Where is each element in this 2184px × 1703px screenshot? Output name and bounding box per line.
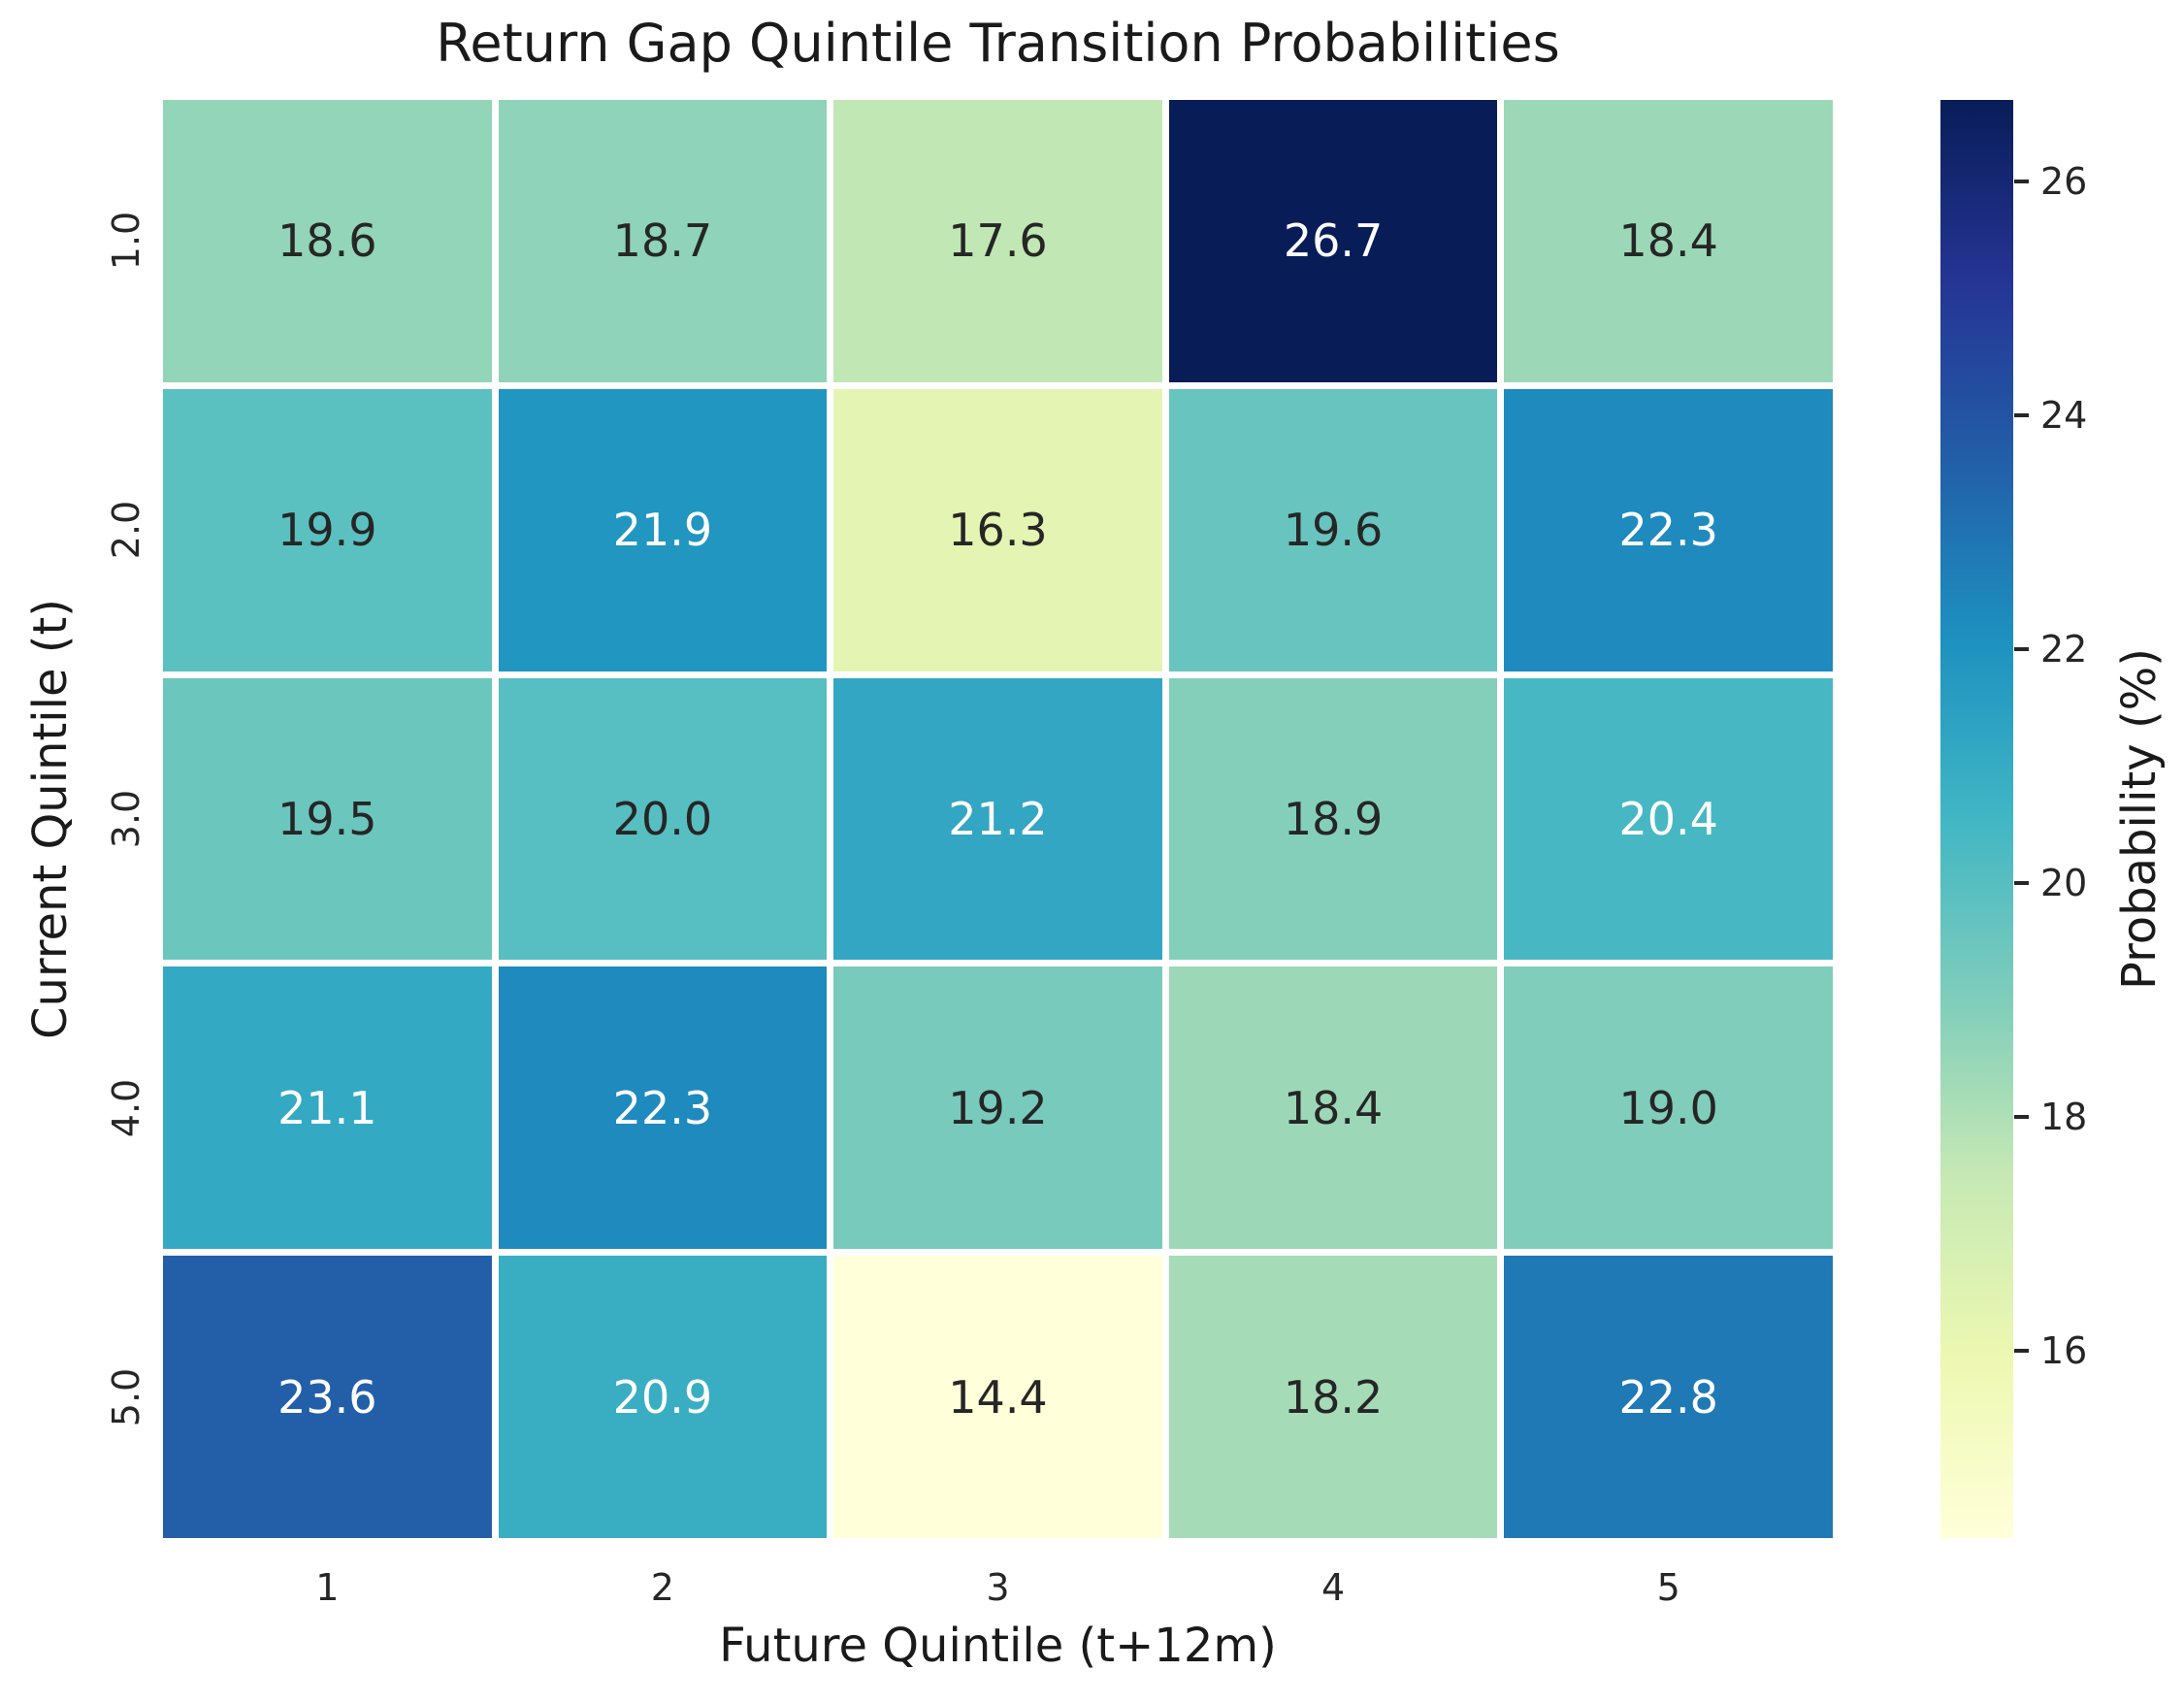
heatmap-cell: 19.6 bbox=[1168, 388, 1498, 671]
heatmap-cell: 20.0 bbox=[498, 677, 828, 961]
heatmap-cell: 21.2 bbox=[833, 677, 1162, 961]
heatmap-cell: 19.5 bbox=[163, 677, 492, 961]
heatmap-cell: 18.4 bbox=[1168, 966, 1498, 1250]
heatmap-cell: 20.9 bbox=[498, 1256, 828, 1538]
y-tick-label: 2.0 bbox=[105, 500, 147, 560]
colorbar-tick-label: 16 bbox=[2040, 1329, 2088, 1373]
heatmap-cell: 16.3 bbox=[833, 388, 1162, 671]
heatmap-cell: 19.0 bbox=[1504, 966, 1833, 1250]
heatmap-cell: 21.9 bbox=[498, 388, 828, 671]
y-tick-label: 5.0 bbox=[105, 1367, 147, 1426]
heatmap-cell: 22.3 bbox=[1504, 388, 1833, 671]
heatmap-cell: 21.1 bbox=[163, 966, 492, 1250]
heatmap-cell: 26.7 bbox=[1168, 100, 1498, 382]
x-tick-label: 4 bbox=[1321, 1566, 1346, 1609]
colorbar-tick-mark bbox=[2014, 1115, 2029, 1120]
colorbar-tick-label: 18 bbox=[2040, 1096, 2088, 1139]
heatmap-cell: 17.6 bbox=[833, 100, 1162, 382]
y-tick-label: 1.0 bbox=[105, 212, 147, 271]
heatmap-cell: 18.7 bbox=[498, 100, 828, 382]
heatmap-cell: 20.4 bbox=[1504, 677, 1833, 961]
x-tick-label: 3 bbox=[986, 1566, 1010, 1609]
colorbar-tick-mark bbox=[2014, 180, 2029, 184]
chart-title: Return Gap Quintile Transition Probabili… bbox=[436, 13, 1560, 74]
y-tick-label: 4.0 bbox=[105, 1078, 147, 1138]
heatmap-cell: 18.6 bbox=[163, 100, 492, 382]
colorbar-tick-label: 20 bbox=[2040, 862, 2088, 905]
x-tick-label: 1 bbox=[315, 1566, 340, 1609]
heatmap-cell: 18.2 bbox=[1168, 1256, 1498, 1538]
heatmap-cell: 19.2 bbox=[833, 966, 1162, 1250]
x-axis-label: Future Quintile (t+12m) bbox=[719, 1619, 1277, 1673]
heatmap-cell: 19.9 bbox=[163, 388, 492, 671]
x-tick-label: 2 bbox=[650, 1566, 674, 1609]
heatmap-cell: 23.6 bbox=[163, 1256, 492, 1538]
y-axis-label: Current Quintile (t) bbox=[23, 598, 78, 1040]
heatmap-cell: 18.4 bbox=[1504, 100, 1833, 382]
y-tick-label: 3.0 bbox=[105, 789, 147, 849]
heatmap-cell: 18.9 bbox=[1168, 677, 1498, 961]
colorbar-label: Probability (%) bbox=[2112, 647, 2167, 991]
heatmap-cell: 14.4 bbox=[833, 1256, 1162, 1538]
x-tick-label: 5 bbox=[1656, 1566, 1680, 1609]
colorbar bbox=[1940, 100, 2013, 1538]
colorbar-tick-label: 24 bbox=[2040, 394, 2088, 438]
colorbar-tick-mark bbox=[2014, 1349, 2029, 1354]
colorbar-tick-mark bbox=[2014, 413, 2029, 418]
colorbar-tick-label: 22 bbox=[2040, 628, 2088, 671]
heatmap-cell: 22.8 bbox=[1504, 1256, 1833, 1538]
heatmap-cell: 22.3 bbox=[498, 966, 828, 1250]
colorbar-tick-label: 26 bbox=[2040, 160, 2088, 204]
colorbar-tick-mark bbox=[2014, 647, 2029, 652]
colorbar-tick-mark bbox=[2014, 881, 2029, 886]
heatmap-grid: 18.6 18.7 17.6 26.7 18.4 19.9 21.9 16.3 19.6 22.3… bbox=[163, 100, 1833, 1538]
